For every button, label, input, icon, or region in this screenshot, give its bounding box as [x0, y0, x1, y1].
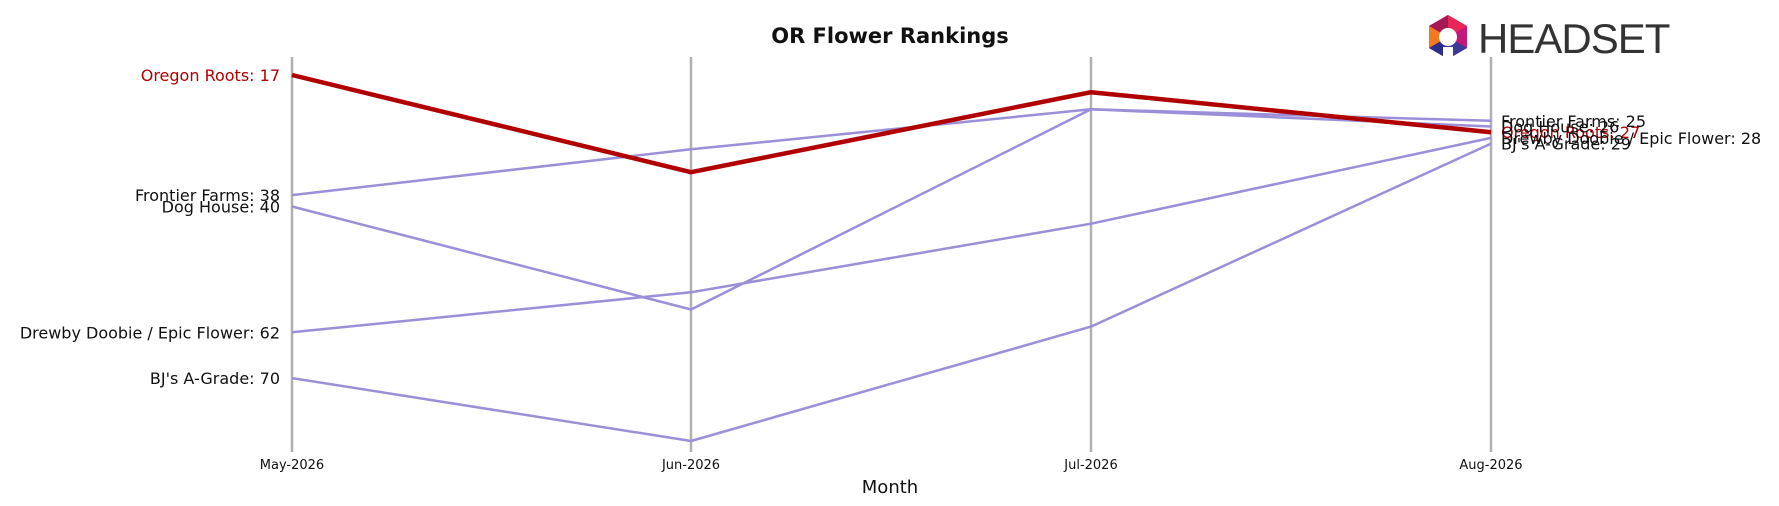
- x-axis-label: Month: [862, 477, 918, 498]
- end-label-bj-s-a-grade: BJ's A-Grade: 29: [1501, 135, 1631, 154]
- series-line-oregon-roots: [291, 72, 1492, 175]
- headset-logo-icon: [1429, 15, 1467, 61]
- month-gridlines: [290, 57, 1493, 452]
- series-line-drewby-doobie-epic-flower: [291, 136, 1492, 334]
- series-line-dog-house: [291, 108, 1492, 311]
- brand-name: HEADSET: [1478, 15, 1670, 62]
- start-label-dog-house: Dog House: 40: [162, 198, 280, 217]
- x-tick-Jun-2026: Jun-2026: [661, 458, 720, 473]
- end-label-drewby-doobie-epic-flower: Drewby Doobie / Epic Flower: 28: [1501, 129, 1761, 148]
- x-tick-Aug-2026: Aug-2026: [1459, 458, 1522, 473]
- end-label-dog-house: Dog House: 26: [1501, 118, 1619, 137]
- series-lines: [291, 72, 1492, 443]
- end-label-frontier-farms: Frontier Farms: 25: [1501, 112, 1646, 131]
- start-label-oregon-roots: Oregon Roots: 17: [141, 66, 280, 85]
- x-tick-Jul-2026: Jul-2026: [1063, 458, 1117, 473]
- series-line-frontier-farms: [291, 108, 1492, 197]
- x-tick-labels: May-2026 Jun-2026 Jul-2026 Aug-2026: [260, 458, 1523, 473]
- chart-title: OR Flower Rankings: [771, 24, 1009, 48]
- x-tick-May-2026: May-2026: [260, 458, 324, 473]
- start-label-bj-s-a-grade: BJ's A-Grade: 70: [150, 369, 280, 388]
- start-label-frontier-farms: Frontier Farms: 38: [135, 186, 280, 205]
- brand-logo: HEADSET: [1429, 15, 1671, 62]
- end-label-oregon-roots: Oregon Roots: 27: [1501, 123, 1640, 142]
- start-label-drewby-doobie-epic-flower: Drewby Doobie / Epic Flower: 62: [20, 323, 280, 342]
- series-line-bj-s-a-grade: [291, 142, 1492, 443]
